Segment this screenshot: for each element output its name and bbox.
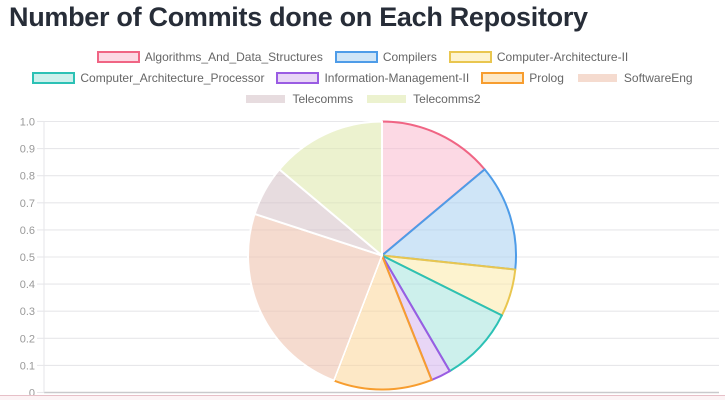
y-tick-label: 0.2 [20, 333, 35, 345]
pie-slice-telecomms2[interactable] [278, 120, 383, 257]
legend-label: Information-Management-II [324, 71, 470, 85]
bottom-divider [0, 395, 725, 400]
pie-slice-computer_architecture_processor[interactable] [381, 254, 503, 373]
y-tick-label: 0.3 [20, 306, 35, 318]
legend-item-telecomms2[interactable]: Telecomms2 [365, 92, 481, 106]
legend-item-information-management-ii[interactable]: Information-Management-II [276, 71, 469, 85]
pie-slice-algorithms_and_data_structures[interactable] [381, 120, 486, 257]
pie-slice-prolog[interactable] [332, 254, 433, 391]
legend-row: Algorithms_And_Data_Structures Compilers C… [96, 50, 629, 64]
legend-color-swatch [334, 51, 378, 63]
legend-label: Computer_Architecture_Processor [80, 71, 265, 85]
legend-color-swatch [276, 72, 320, 84]
legend-color-swatch [448, 51, 492, 63]
pie-slice-softwareeng[interactable] [247, 212, 383, 382]
chart-title: Number of Commits done on Each Repositor… [9, 2, 588, 32]
legend-row: Computer_Architecture_Processor Informati… [32, 71, 693, 85]
y-tick-label: 0.5 [20, 252, 35, 264]
legend-label: Computer-Architecture-II [496, 50, 629, 64]
legend-label: Algorithms_And_Data_Structures [144, 50, 323, 64]
legend-item-computer_architecture_processor[interactable]: Computer_Architecture_Processor [32, 71, 264, 85]
legend-label: Telecomms2 [413, 92, 481, 106]
legend-item-algorithms_and_data_structures[interactable]: Algorithms_And_Data_Structures [96, 50, 323, 64]
legend-color-swatch [244, 93, 288, 105]
y-tick-label: 0.9 [20, 144, 35, 156]
y-tick-label: 0.6 [20, 225, 35, 237]
legend-color-swatch [481, 72, 525, 84]
legend-item-softwareeng[interactable]: SoftwareEng [575, 71, 693, 85]
legend-item-prolog[interactable]: Prolog [481, 71, 564, 85]
y-tick-label: 1.0 [20, 117, 35, 129]
legend-color-swatch [365, 93, 409, 105]
y-tick-label: 0.1 [20, 360, 35, 372]
y-tick-label: 0 [29, 388, 35, 400]
y-tick-label: 0.7 [20, 198, 35, 210]
pie-slice-compilers[interactable] [381, 168, 517, 271]
legend-item-computer-architecture-ii[interactable]: Computer-Architecture-II [448, 50, 629, 64]
y-tick-label: 0.4 [20, 279, 35, 291]
legend-label: SoftwareEng [623, 71, 693, 85]
legend-item-telecomms[interactable]: Telecomms [244, 92, 353, 106]
legend-row: Telecomms Telecomms2 [244, 92, 481, 106]
legend-label: Prolog [529, 71, 564, 85]
legend-color-swatch [32, 72, 76, 84]
legend-color-swatch [575, 72, 619, 84]
legend-color-swatch [96, 51, 140, 63]
legend-item-compilers[interactable]: Compilers [334, 50, 437, 64]
legend-label: Telecomms [292, 92, 354, 106]
chart-legend: Algorithms_And_Data_Structures Compilers C… [0, 50, 725, 106]
legend-label: Compilers [382, 50, 437, 64]
y-tick-label: 0.8 [20, 171, 35, 183]
